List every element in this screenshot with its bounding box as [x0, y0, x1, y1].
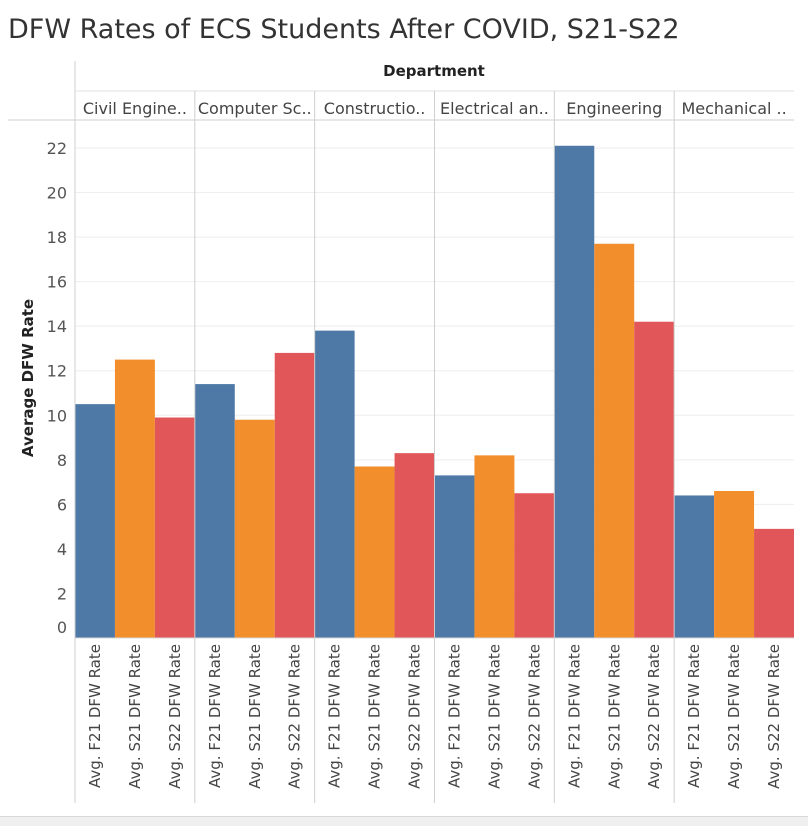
x-tick-label: Avg. F21 DFW Rate: [326, 644, 344, 788]
x-tick-label: Avg. F21 DFW Rate: [86, 644, 104, 788]
category-header: Constructio..: [324, 99, 426, 118]
category-header: Mechanical ..: [681, 99, 786, 118]
y-axis: 0 2 4 6 8 10 12 14 16 18 20 22: [47, 139, 67, 637]
x-tick-label: Avg. S21 DFW Rate: [366, 644, 384, 789]
bar: [274, 352, 315, 638]
x-tick-label: Avg. S22 DFW Rate: [765, 644, 783, 789]
bar: [75, 404, 115, 638]
footer-strip: [0, 816, 808, 826]
x-tick-label: Avg. S22 DFW Rate: [645, 644, 663, 789]
x-tick-label: Avg. S21 DFW Rate: [246, 644, 264, 789]
bar: [634, 321, 675, 638]
x-tick-label: Avg. S22 DFW Rate: [286, 644, 304, 789]
bar: [754, 528, 794, 638]
bar: [674, 495, 715, 638]
y-tick-label: 18: [47, 228, 67, 247]
bar: [314, 330, 355, 638]
category-header: Computer Sc..: [198, 99, 312, 118]
y-axis-label: Average DFW Rate: [19, 299, 37, 457]
x-tick-label: Avg. S21 DFW Rate: [126, 644, 144, 789]
category-header: Civil Engine..: [83, 99, 187, 118]
x-tick-label: Avg. S22 DFW Rate: [406, 644, 424, 789]
bar: [514, 493, 555, 638]
chart-frame: [8, 61, 794, 803]
y-tick-label: 22: [47, 139, 67, 158]
y-tick-label: 14: [47, 317, 67, 336]
y-tick-label: 10: [47, 406, 67, 425]
x-tick-label: Avg. S22 DFW Rate: [525, 644, 543, 789]
x-tick-label: Avg. S21 DFW Rate: [605, 644, 623, 789]
x-tick-label: Avg. S22 DFW Rate: [166, 644, 184, 789]
bar: [554, 145, 595, 639]
x-tick-label: Avg. F21 DFW Rate: [565, 644, 583, 788]
column-header-title: Department: [383, 62, 485, 80]
bar: [234, 419, 275, 638]
y-tick-label: 2: [57, 584, 67, 603]
bar: [154, 417, 195, 638]
y-tick-label: 8: [57, 451, 67, 470]
bars: [75, 145, 794, 639]
bar: [394, 453, 435, 638]
bar: [354, 466, 395, 638]
category-header: Engineering: [566, 99, 662, 118]
x-tick-label: Avg. F21 DFW Rate: [445, 644, 463, 788]
x-tick-label: Avg. F21 DFW Rate: [685, 644, 703, 788]
bar: [434, 475, 475, 638]
x-tick-label: Avg. F21 DFW Rate: [206, 644, 224, 788]
chart-title: DFW Rates of ECS Students After COVID, S…: [8, 14, 680, 45]
bar: [474, 455, 515, 638]
bar: [114, 359, 155, 638]
bar: [714, 491, 755, 638]
y-tick-label: 20: [47, 184, 67, 203]
y-tick-label: 16: [47, 273, 67, 292]
y-tick-label: 6: [57, 495, 67, 514]
bar: [194, 384, 235, 638]
bar: [594, 243, 635, 639]
column-headers: Department Civil Engine.. Computer Sc.. Co…: [83, 62, 787, 118]
y-tick-label: 12: [47, 362, 67, 381]
x-axis-labels: Avg. F21 DFW Rate Avg. S21 DFW Rate Avg. S…: [86, 644, 783, 789]
category-header: Electrical an..: [440, 99, 549, 118]
y-tick-label: 4: [57, 540, 67, 559]
y-tick-label: 0: [57, 618, 67, 637]
x-tick-label: Avg. S21 DFW Rate: [485, 644, 503, 789]
x-tick-label: Avg. S21 DFW Rate: [725, 644, 743, 789]
